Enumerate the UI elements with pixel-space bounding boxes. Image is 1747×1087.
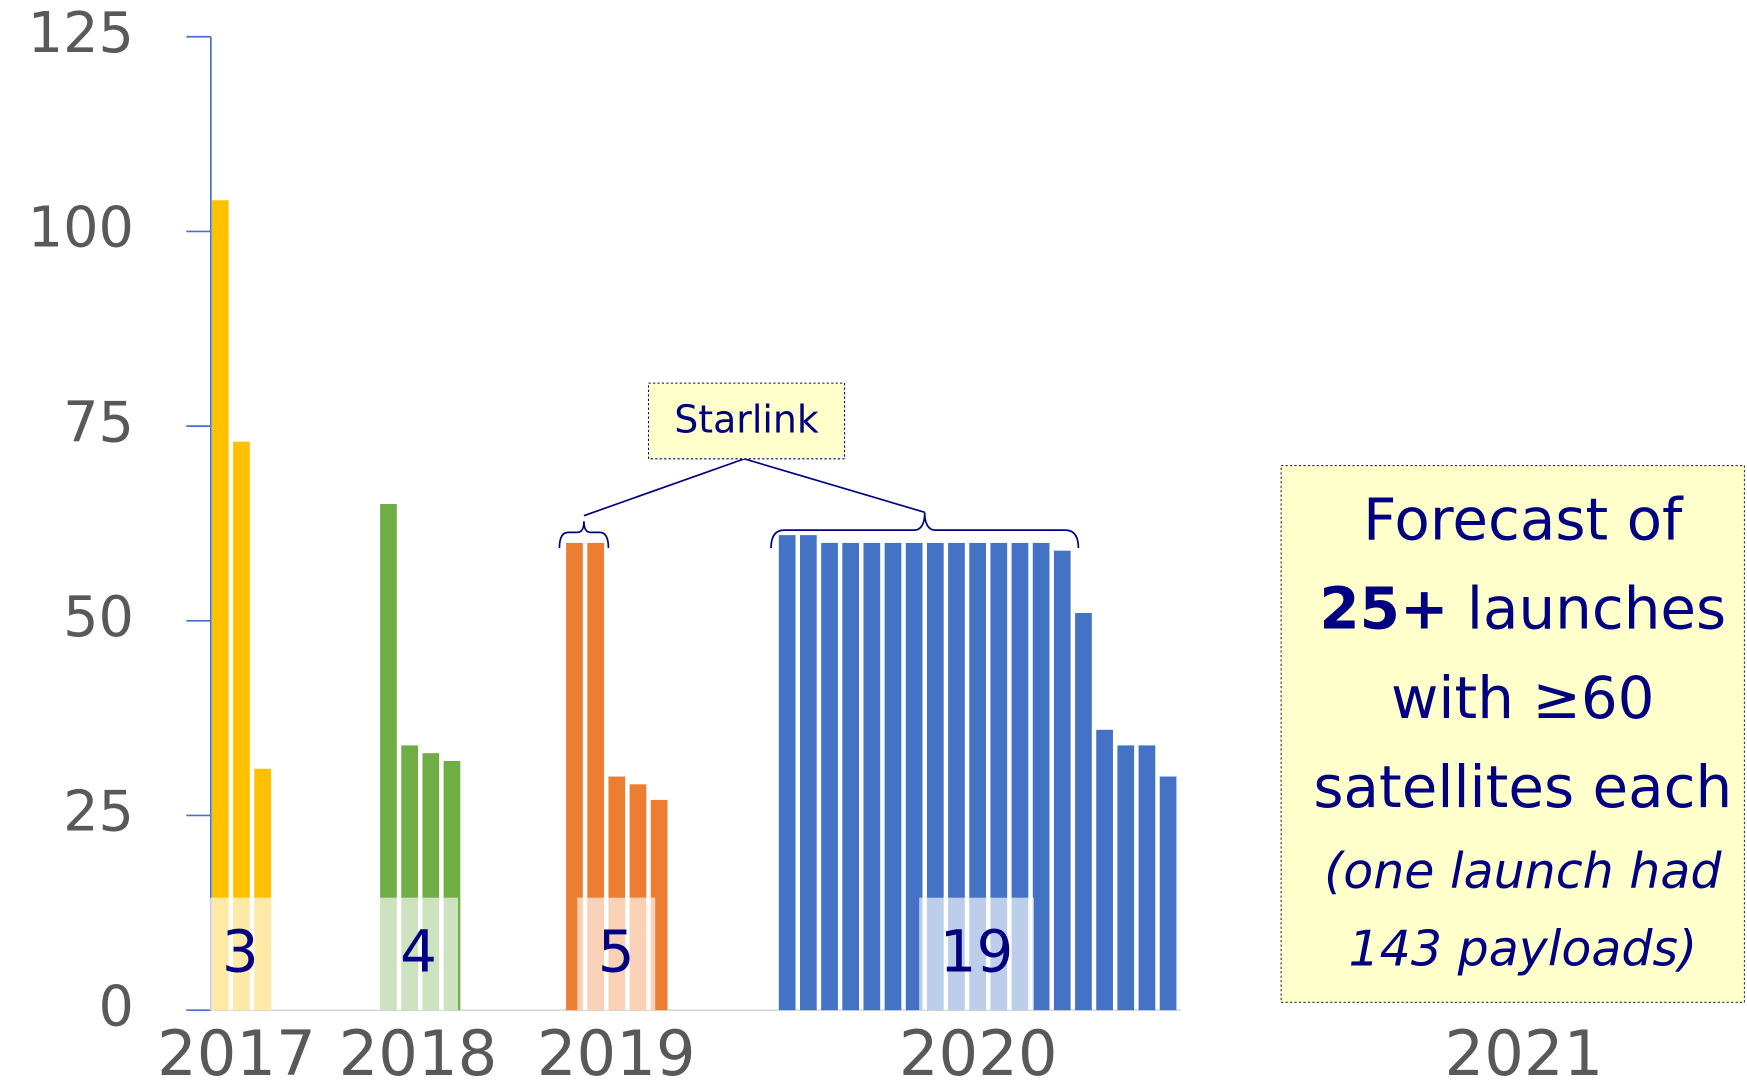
bar xyxy=(1075,613,1092,1011)
forecast-text: Forecast of xyxy=(1363,486,1684,554)
bar xyxy=(799,535,817,1011)
count-label: 5 xyxy=(598,918,635,986)
bar xyxy=(380,503,397,1011)
count-box xyxy=(209,897,271,1011)
forecast-bold: 25+ xyxy=(1319,575,1448,643)
x-tick-label: 2021 xyxy=(1445,1017,1604,1087)
count-label: 4 xyxy=(400,918,437,986)
count-label: 19 xyxy=(940,918,1014,986)
forecast-text: with ≥60 xyxy=(1391,664,1654,732)
forecast-note: (one launch had xyxy=(1324,843,1722,900)
bar xyxy=(969,542,986,1011)
callout-box xyxy=(647,382,846,460)
bar xyxy=(1011,542,1029,1011)
bar xyxy=(884,542,902,1011)
bar xyxy=(948,542,965,1011)
x-tick-label: 2018 xyxy=(339,1017,498,1087)
bar xyxy=(842,542,860,1011)
count-label: 3 xyxy=(222,918,259,986)
forecast-box xyxy=(1280,464,1745,1003)
forecast-note: 143 payloads) xyxy=(1348,921,1697,978)
callout: Starlink xyxy=(558,382,1080,548)
y-tick-label: 25 xyxy=(63,780,134,845)
bar xyxy=(1096,729,1113,1011)
bar xyxy=(587,542,604,1011)
bar xyxy=(566,542,583,1011)
bar xyxy=(211,200,229,1011)
y-tick-label: 50 xyxy=(63,585,134,650)
bar xyxy=(1032,542,1050,1011)
bar xyxy=(233,441,250,1011)
x-tick-label: 2020 xyxy=(899,1017,1058,1087)
callout-line xyxy=(583,457,925,517)
y-tick-label: 100 xyxy=(28,196,134,261)
y-tick-label: 75 xyxy=(63,390,134,455)
count-box xyxy=(577,897,656,1011)
bar xyxy=(1117,745,1135,1011)
brace xyxy=(558,521,610,548)
count-box xyxy=(379,897,459,1011)
y-tick-label: 125 xyxy=(28,1,134,66)
bar xyxy=(926,542,944,1011)
bar xyxy=(778,535,796,1011)
bar xyxy=(905,542,923,1011)
bar xyxy=(821,542,838,1011)
brace xyxy=(770,512,1080,548)
y-tick-label: 0 xyxy=(99,974,134,1039)
callout-text: Starlink xyxy=(674,398,819,442)
forecast-text: launches xyxy=(1448,575,1726,643)
bar xyxy=(863,542,881,1011)
forecast-text: satellites each xyxy=(1313,753,1732,821)
bar xyxy=(990,542,1008,1011)
forecast: Forecast of 25+ launches with ≥60 satell… xyxy=(1280,464,1745,1003)
bar xyxy=(1053,550,1071,1011)
bar xyxy=(1138,745,1156,1011)
x-tick-label: 2019 xyxy=(537,1017,696,1087)
x-tick-label: 2017 xyxy=(157,1017,316,1087)
bar xyxy=(1159,776,1177,1011)
count-box xyxy=(919,897,1034,1011)
forecast-text: 25+ launches xyxy=(1319,575,1726,643)
